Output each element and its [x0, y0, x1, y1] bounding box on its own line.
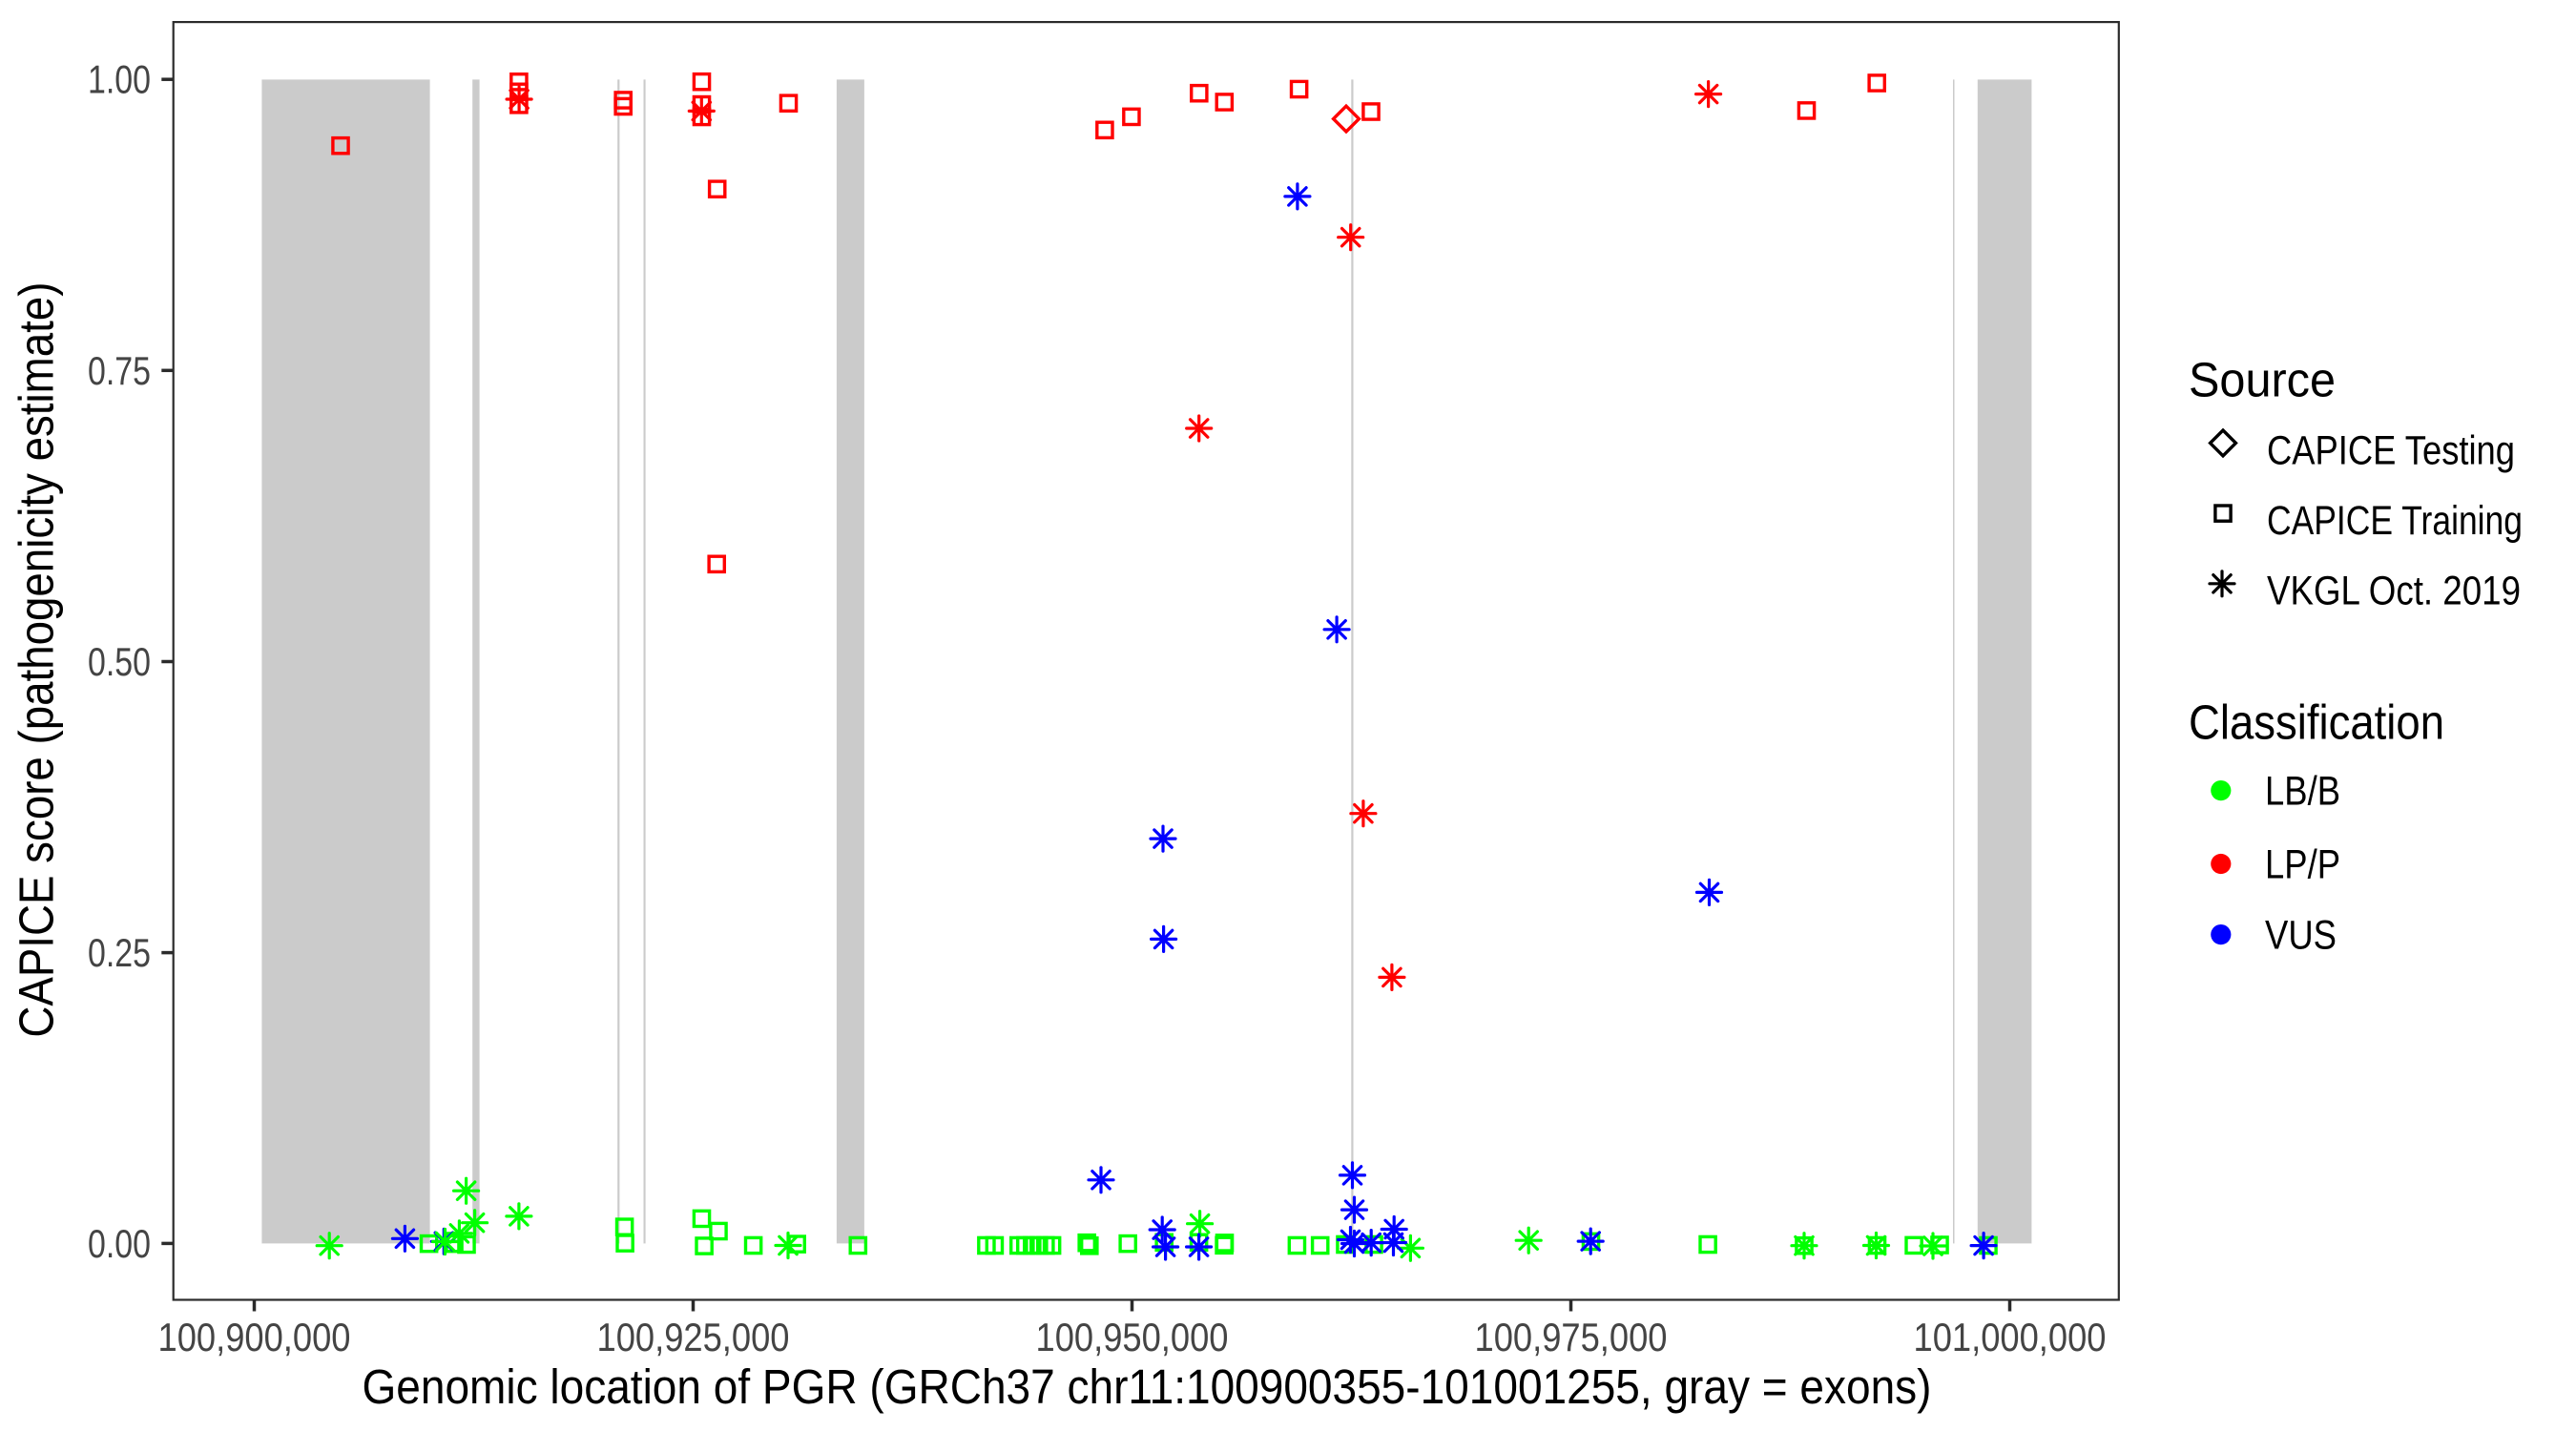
svg-text:CAPICE Testing: CAPICE Testing: [2267, 428, 2515, 474]
svg-text:100,925,000: 100,925,000: [597, 1315, 790, 1359]
svg-text:VUS: VUS: [2265, 913, 2337, 959]
svg-text:CAPICE Training: CAPICE Training: [2267, 498, 2523, 544]
svg-text:0.25: 0.25: [88, 930, 151, 975]
svg-text:100,900,000: 100,900,000: [158, 1315, 351, 1359]
svg-text:VKGL Oct. 2019: VKGL Oct. 2019: [2267, 569, 2521, 614]
svg-text:LP/P: LP/P: [2265, 842, 2340, 888]
svg-text:LB/B: LB/B: [2265, 769, 2340, 815]
svg-text:CAPICE score (pathogenicity es: CAPICE score (pathogenicity estimate): [9, 282, 63, 1038]
svg-text:0.50: 0.50: [88, 639, 151, 684]
svg-text:100,975,000: 100,975,000: [1475, 1315, 1668, 1359]
svg-text:Genomic location of PGR (GRCh3: Genomic location of PGR (GRCh37 chr11:10…: [363, 1359, 1932, 1414]
svg-text:100,950,000: 100,950,000: [1036, 1315, 1229, 1359]
svg-text:1.00: 1.00: [88, 57, 151, 102]
svg-text:0.75: 0.75: [88, 348, 151, 393]
svg-text:0.00: 0.00: [88, 1221, 151, 1266]
svg-text:Source: Source: [2189, 353, 2336, 407]
svg-text:Classification: Classification: [2189, 695, 2444, 750]
svg-text:101,000,000: 101,000,000: [1914, 1315, 2107, 1359]
